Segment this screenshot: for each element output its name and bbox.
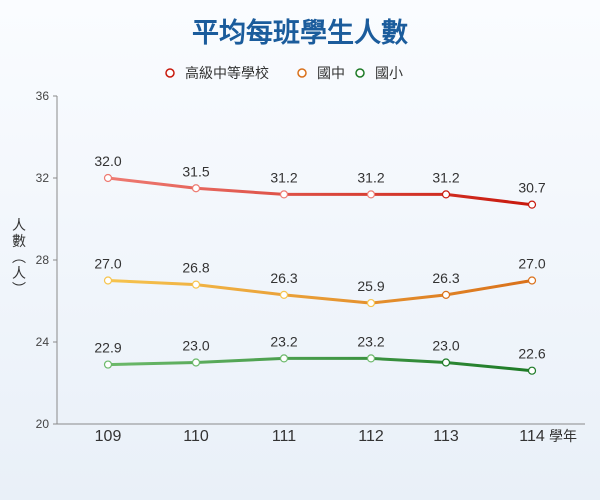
data-point [279,354,289,363]
data-label: 23.0 [432,338,459,354]
series-2: 27.0 26.8 26.3 25.9 26.3 27.0 [94,256,546,308]
chart-title: 平均每班學生人數 [192,17,408,49]
x-tick-label: 109 [95,428,122,445]
data-label: 32.0 [94,153,121,169]
legend-label: 國中 [317,66,345,82]
legend-label: 高級中等學校 [185,65,269,82]
data-point [366,190,376,199]
data-point [366,354,376,363]
data-label: 22.9 [94,340,121,356]
axes [56,96,585,425]
data-label: 31.2 [357,169,384,185]
data-point [441,190,451,199]
legend-label: 國小 [375,66,403,82]
x-tick-label: 111 [272,428,296,445]
y-tick-label: 28 [36,253,50,267]
data-label: 23.2 [357,333,384,349]
data-label: 26.3 [270,270,297,286]
data-point [191,184,201,193]
legend-item: 國小 [348,66,403,82]
data-label: 27.0 [518,256,545,272]
y-axis-title: 人數︵人︶ [12,218,26,298]
data-label: 23.0 [182,338,209,354]
data-point [279,290,289,299]
legend-item: 國中 [290,66,345,82]
legend-marker [165,68,175,78]
data-label: 26.3 [432,270,459,286]
series-3: 22.9 23.0 23.2 23.2 23.0 22.6 [94,333,546,375]
data-label: 22.6 [518,346,545,362]
legend-marker [355,68,365,78]
data-label: 23.2 [270,333,297,349]
y-axis-ticks: 20 24 28 32 36 [36,89,57,431]
data-point [527,366,537,375]
series-line [106,176,534,207]
legend: 高級中等學校 國中 國小 [158,65,403,82]
x-tick-label: 110 [183,428,209,445]
y-tick-label: 36 [36,89,50,103]
legend-item: 高級中等學校 [158,65,269,82]
data-point [527,276,537,285]
data-point [441,290,451,299]
x-tick-label: 114 [519,428,545,445]
data-point [366,298,376,308]
data-label: 31.2 [270,169,297,185]
x-tick-label: 113 [433,428,459,445]
data-label: 27.0 [94,256,121,272]
series-1: 32.0 31.5 31.2 31.2 31.2 30.7 [94,153,546,209]
series-layer: 32.0 31.5 31.2 31.2 31.2 30.7 27.0 26.8 26.3 25.9… [94,153,546,375]
data-label: 25.9 [357,278,384,294]
x-axis-title: 學年 [549,429,577,445]
legend-marker [297,68,307,78]
series-line [106,356,534,373]
data-point [441,358,451,367]
y-tick-label: 20 [36,417,50,431]
series-line [106,279,534,305]
data-point [103,173,113,183]
data-point [279,190,289,199]
data-label: 30.7 [518,180,545,196]
data-label: 31.5 [182,163,209,179]
data-label: 31.2 [432,169,459,185]
data-point [191,280,201,289]
y-tick-label: 32 [36,171,50,185]
data-point [103,360,113,369]
x-tick-label: 112 [358,428,384,445]
data-point [191,358,201,367]
data-label: 26.8 [182,260,209,276]
y-tick-label: 24 [36,335,50,349]
data-point [103,276,113,285]
data-point [527,200,537,209]
x-axis-ticks: 109 110 111 112 113 114 [95,428,545,445]
